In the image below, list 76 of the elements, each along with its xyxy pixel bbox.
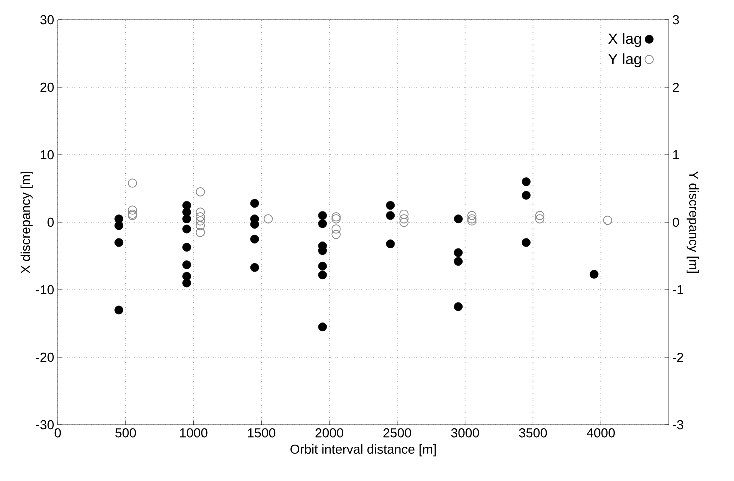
point (182, 243, 192, 252)
y-tick-label: -30 (36, 420, 54, 430)
point (400, 210, 409, 219)
y-axis-title: X discrepancy [m] (20, 172, 33, 274)
point (182, 214, 192, 224)
point (196, 212, 206, 222)
point (318, 262, 328, 271)
point (535, 211, 545, 220)
point (318, 322, 328, 332)
point (250, 199, 260, 208)
point (522, 191, 531, 200)
x-tick-label: 3000 (451, 428, 480, 438)
y2-tick-label: 3 (673, 15, 680, 25)
y2-tick-label: -1 (673, 286, 684, 294)
point (454, 214, 463, 224)
y2-tick-label: 0 (673, 218, 680, 228)
point (182, 278, 192, 288)
point (318, 211, 328, 220)
legend-label: Y lag (608, 54, 642, 68)
y-tick-label: 20 (40, 82, 54, 92)
point (603, 216, 612, 226)
legend-label: X lag (608, 33, 642, 48)
point (522, 238, 531, 248)
point (196, 216, 206, 226)
point (128, 178, 138, 188)
point (535, 214, 545, 224)
point (454, 248, 463, 258)
x-tick-label: 500 (116, 428, 136, 438)
point (196, 188, 206, 197)
point (386, 240, 396, 248)
y-tick-label: -10 (36, 285, 54, 295)
point (128, 206, 138, 215)
point (114, 238, 124, 248)
point (468, 214, 477, 224)
y-tick-label: 30 (40, 15, 54, 25)
x-tick-label: 2500 (384, 428, 412, 438)
y-tick-label: 10 (41, 150, 54, 160)
point (318, 270, 328, 280)
point (196, 221, 206, 230)
point (386, 211, 396, 220)
point (196, 208, 206, 217)
point (332, 214, 341, 224)
point (400, 218, 409, 228)
point (196, 228, 206, 238)
point (318, 219, 328, 228)
x-tick-label: 1000 (180, 428, 208, 438)
point (400, 214, 409, 224)
x-tick-label: 3500 (519, 428, 548, 438)
point (386, 201, 396, 210)
x-axis-title: Orbit interval distance [m] (290, 444, 436, 457)
point (468, 211, 477, 220)
y-tick-label: -20 (36, 352, 54, 362)
point (332, 230, 341, 240)
point (454, 257, 463, 266)
point (264, 214, 274, 224)
x-tick-label: 4000 (587, 428, 616, 438)
point (454, 302, 463, 312)
y2-tick-label: 2 (673, 82, 680, 92)
y-tick-label: 0 (48, 218, 54, 228)
point (468, 216, 477, 226)
x-tick-label: 0 (54, 428, 62, 438)
point (522, 178, 531, 186)
point (590, 270, 599, 279)
point (250, 263, 260, 272)
point (114, 306, 124, 315)
point (332, 212, 341, 222)
point (182, 260, 192, 270)
y2-tick-label: -2 (673, 352, 684, 362)
y2-tick-label: -3 (673, 420, 684, 430)
y2-axis-title: Y discrepancy [m] (686, 171, 699, 274)
x-tick-label: 2000 (316, 428, 344, 438)
point (182, 224, 192, 234)
x-tick-label: 1500 (248, 428, 276, 438)
point (332, 224, 341, 234)
point (250, 234, 260, 244)
y2-tick-label: 1 (674, 150, 680, 160)
